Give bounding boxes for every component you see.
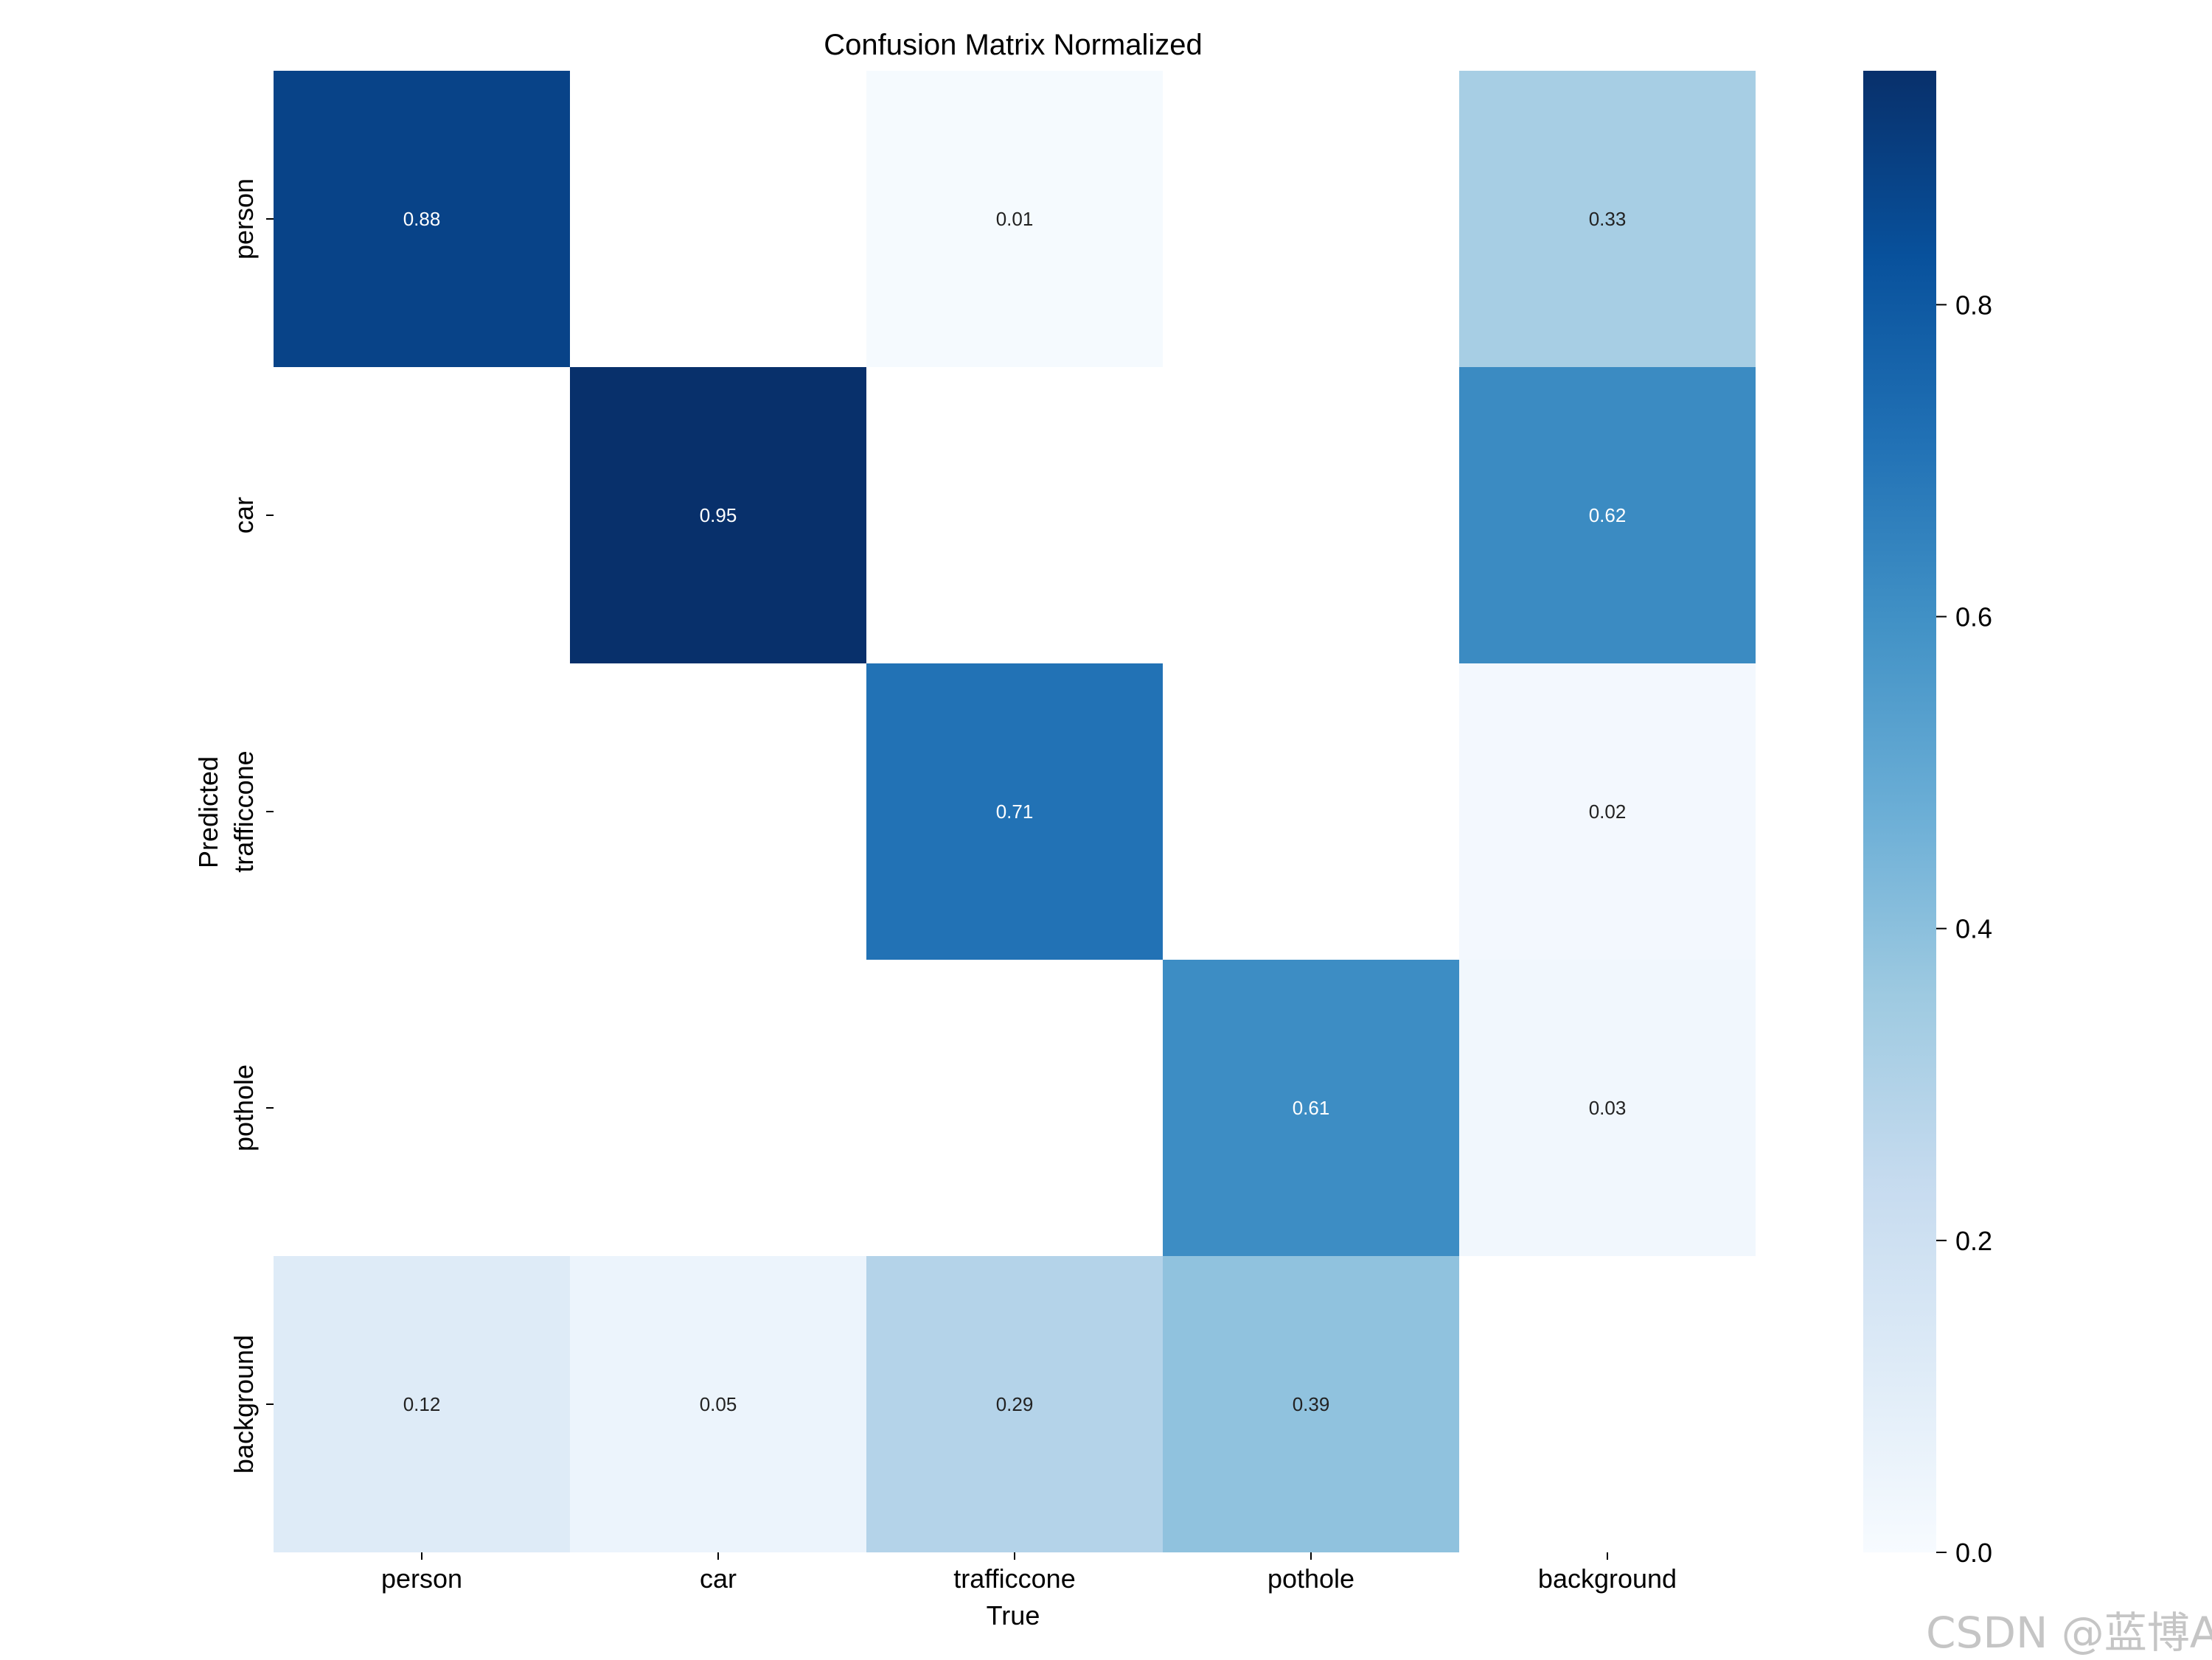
cell-value-label: 0.29: [996, 1393, 1034, 1415]
cell-value-label: 0.05: [700, 1393, 737, 1415]
heatmap-cell: [1163, 1256, 1459, 1552]
cell-value-label: 0.71: [996, 801, 1034, 823]
cell-value-label: 0.39: [1293, 1393, 1330, 1415]
colorbar-tick-label: 0.6: [1955, 602, 1992, 632]
x-tick-label: person: [381, 1563, 462, 1594]
cell-value-label: 0.12: [403, 1393, 441, 1415]
watermark: CSDN @蓝博AI: [1926, 1608, 2212, 1658]
cell-value-label: 0.61: [1293, 1097, 1330, 1119]
y-tick-label: person: [229, 178, 259, 259]
cell-value-label: 0.88: [403, 208, 441, 230]
colorbar-tick-label: 0.4: [1955, 914, 1992, 944]
colorbar-tick-label: 0.2: [1955, 1226, 1992, 1256]
heatmap-cell: [274, 71, 570, 367]
x-tick-label: trafficcone: [953, 1563, 1075, 1594]
x-tick-label: pothole: [1267, 1563, 1354, 1594]
cell-value-label: 0.95: [700, 504, 737, 526]
colorbar-tick-label: 0.0: [1955, 1538, 1992, 1568]
heatmap-cells: 0.88 0.01 0.33 0.95 0.62 0.71 0.02 0.61 0.03 0.12…: [274, 71, 1756, 1552]
heatmap-cell: [866, 663, 1163, 960]
cell-value-label: 0.01: [996, 208, 1034, 230]
heatmap-cell: [570, 1256, 866, 1552]
x-axis-label: True: [987, 1600, 1040, 1631]
heatmap-cell: [1163, 960, 1459, 1256]
cell-value-label: 0.33: [1589, 208, 1627, 230]
y-axis-ticks: person car trafficcone pothole background: [229, 178, 274, 1474]
cell-value-label: 0.62: [1589, 504, 1627, 526]
heatmap-cell: [1459, 960, 1756, 1256]
y-axis-label: Predicted: [193, 756, 223, 868]
colorbar: 0.0 0.2 0.4 0.6 0.8: [1863, 71, 1992, 1568]
colorbar-tick-label: 0.8: [1955, 290, 1992, 320]
heatmap-cell: [570, 367, 866, 663]
colorbar-gradient: [1863, 71, 1936, 1552]
y-tick-label: car: [229, 497, 259, 534]
y-tick-label: trafficcone: [229, 750, 259, 872]
y-tick-label: pothole: [229, 1064, 259, 1151]
y-tick-label: background: [229, 1335, 259, 1474]
cell-value-label: 0.02: [1589, 801, 1627, 823]
heatmap-cell: [1459, 663, 1756, 960]
heatmap-cell: [866, 71, 1163, 367]
x-tick-label: car: [700, 1563, 737, 1594]
x-tick-label: background: [1538, 1563, 1677, 1594]
heatmap-cell: [866, 1256, 1163, 1552]
chart-title: Confusion Matrix Normalized: [824, 29, 1203, 61]
cell-value-label: 0.03: [1589, 1097, 1627, 1119]
heatmap-cell: [1459, 71, 1756, 367]
heatmap-cell: [274, 1256, 570, 1552]
heatmap-cell: [1459, 367, 1756, 663]
x-axis-ticks: person car trafficcone pothole background: [381, 1552, 1677, 1594]
